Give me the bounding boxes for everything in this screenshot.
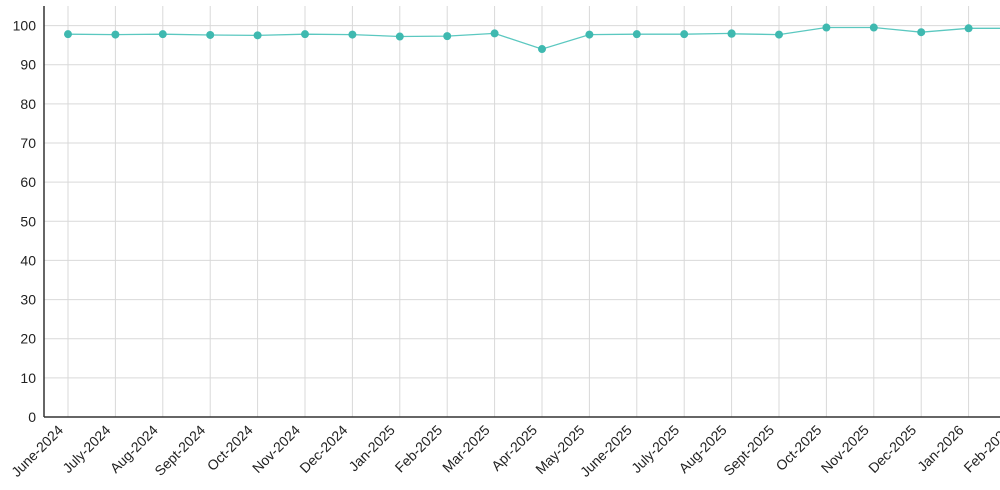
y-tick-label: 0 [28,409,36,425]
series-uptime [64,23,1000,54]
x-tick-label: Dec-2024 [296,422,350,476]
x-tick-label: Mar-2025 [439,422,493,476]
data-point[interactable] [443,32,452,41]
y-tick-label: 60 [20,174,36,190]
data-point[interactable] [538,45,546,54]
x-tick-label: Feb-2025 [392,422,446,476]
data-point[interactable] [395,32,404,41]
data-point[interactable] [206,30,215,39]
data-point[interactable] [490,29,499,38]
y-tick-label: 90 [20,57,36,73]
x-tick-label: June-2025 [577,422,635,480]
x-tick-label: Oct-2024 [204,422,256,474]
x-tick-label: Feb-2026 [960,422,1000,476]
axes [43,6,1000,418]
data-point[interactable] [822,23,831,32]
data-point[interactable] [917,28,926,37]
y-tick-label: 70 [20,135,36,151]
y-tick-label: 40 [20,252,36,268]
data-point[interactable] [64,30,72,39]
y-tick-label: 30 [20,292,36,308]
data-point[interactable] [727,29,736,38]
data-point[interactable] [585,30,594,39]
data-point[interactable] [680,30,689,39]
x-tick-label: Dec-2025 [865,422,919,476]
x-tick-label: Sept-2024 [151,422,208,479]
data-point[interactable] [348,30,357,39]
y-tick-label: 10 [20,370,36,386]
x-tick-label: Nov-2025 [818,422,872,476]
data-point[interactable] [111,30,120,39]
x-tick-label: Jan-2025 [345,422,398,475]
x-tick-labels: June-2024July-2024Aug-2024Sept-2024Oct-2… [8,422,1000,480]
series-line [67,26,1000,50]
y-tick-label: 100 [13,18,37,34]
data-point[interactable] [869,23,878,32]
y-tick-label: 50 [20,213,36,229]
y-tick-labels: 0 10 20 30 40 50 60 70 80 90 100 [13,18,37,425]
x-tick-label: July-2024 [59,422,113,476]
x-tick-label: June-2024 [8,422,66,480]
data-point[interactable] [964,24,973,33]
y-tick-label: 20 [20,331,36,347]
data-point[interactable] [301,30,309,39]
x-tick-label: Jan-2026 [914,422,967,475]
data-point[interactable] [253,31,262,40]
y-tick-label: 80 [20,96,36,112]
x-tick-label: Nov-2024 [249,422,303,476]
x-tick-label: July-2025 [628,422,682,476]
data-point[interactable] [775,30,783,39]
data-point[interactable] [632,30,641,39]
grid [44,6,1000,417]
data-point[interactable] [158,30,167,39]
x-tick-label: Oct-2025 [772,422,824,474]
x-tick-label: Sept-2025 [720,422,777,479]
